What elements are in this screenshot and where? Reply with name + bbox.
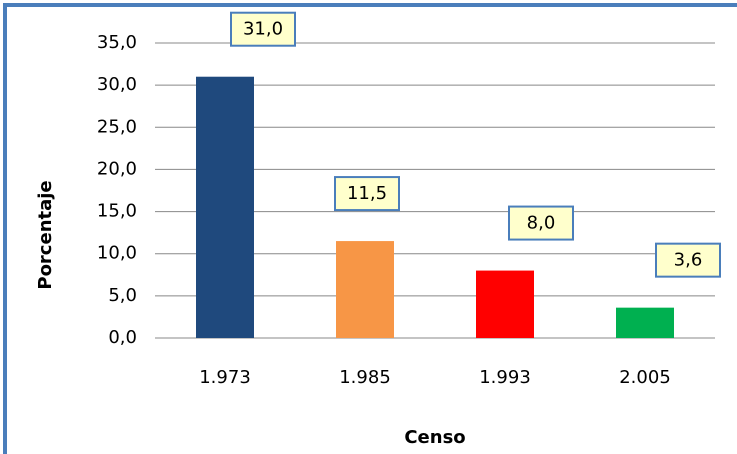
value-label-box (334, 176, 400, 212)
bar (196, 76, 254, 338)
x-tick-label: 1.985 (339, 367, 391, 388)
x-tick-label: 2.005 (619, 367, 671, 388)
y-tick-label: 35,0 (97, 32, 137, 53)
x-tick-label: 1.993 (479, 367, 531, 388)
value-label: 3,6 (674, 250, 703, 271)
y-tick-label: 20,0 (97, 158, 137, 179)
value-label-box (230, 11, 296, 47)
y-tick-label: 0,0 (108, 327, 137, 348)
value-label: 31,0 (243, 19, 283, 40)
y-axis-title: Porcentaje (35, 180, 56, 289)
bar (336, 241, 394, 338)
chart-frame (3, 3, 737, 454)
x-axis-title: Censo (404, 427, 465, 448)
y-tick-label: 25,0 (97, 116, 137, 137)
bar (616, 307, 674, 338)
y-tick-label: 5,0 (108, 285, 137, 306)
x-tick-label: 1.973 (199, 367, 251, 388)
value-label-box (508, 205, 574, 241)
bar (476, 270, 534, 338)
y-tick-label: 30,0 (97, 74, 137, 95)
y-tick-label: 10,0 (97, 243, 137, 264)
y-tick-label: 15,0 (97, 201, 137, 222)
value-label: 8,0 (527, 213, 556, 234)
value-label: 11,5 (347, 183, 387, 204)
value-label-box (655, 242, 721, 278)
